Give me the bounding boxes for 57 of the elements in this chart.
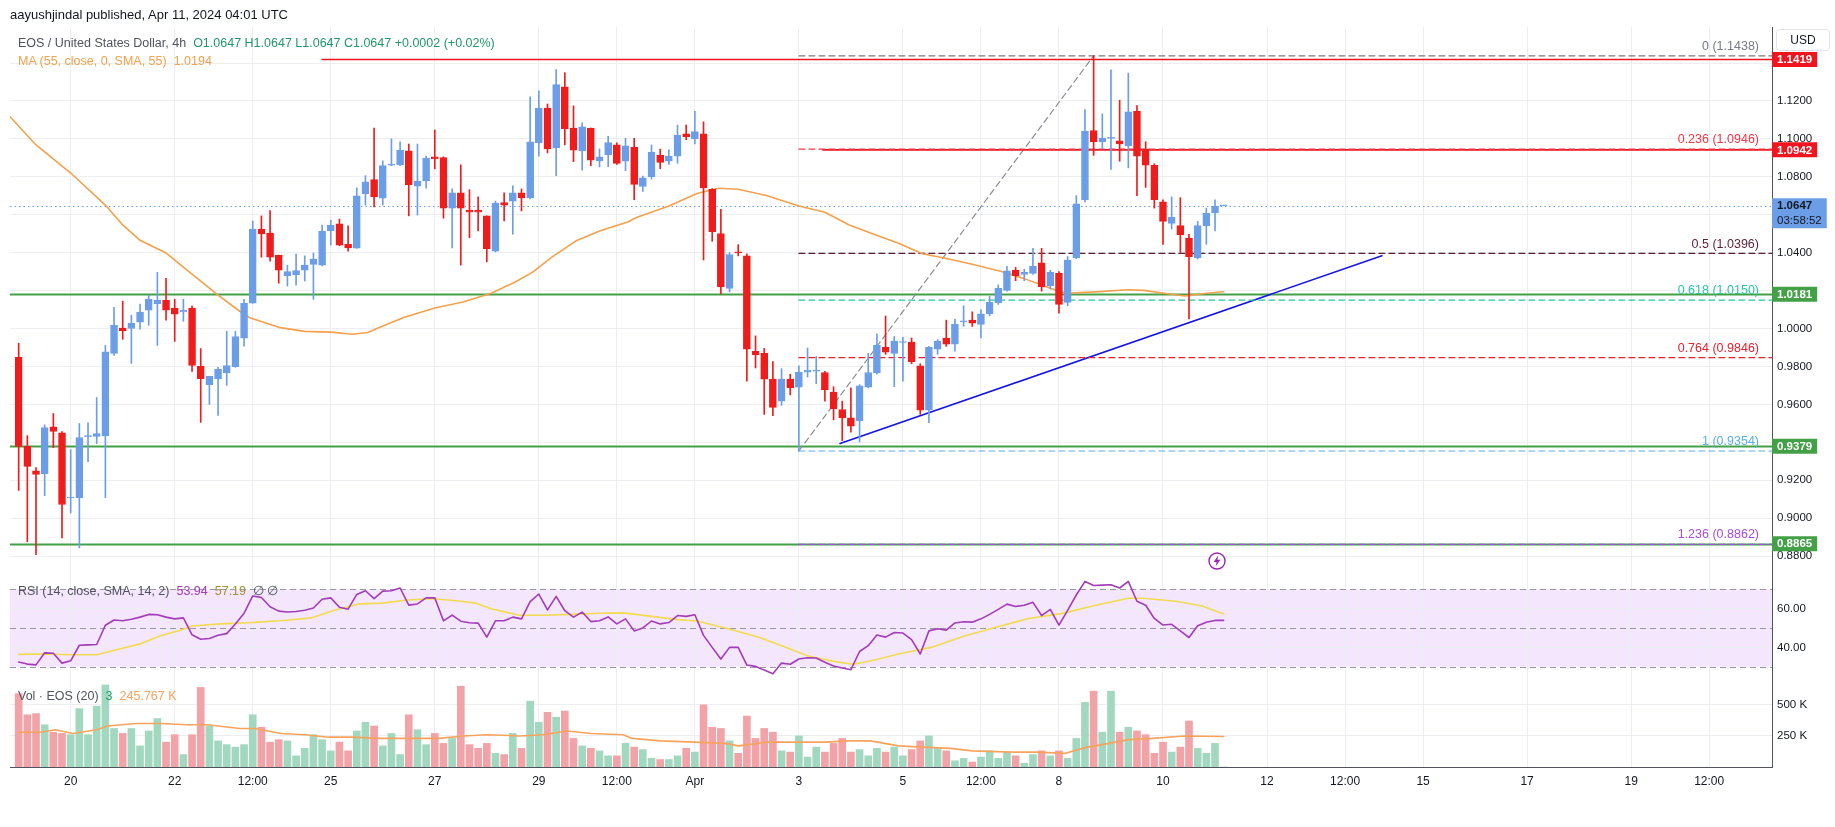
y-axis-title: USD — [1776, 29, 1830, 51]
data-label: 1.1419 — [1777, 53, 1813, 66]
annotation: 1 (0.9354) — [1702, 434, 1759, 449]
x-tick-label: 22 — [168, 773, 182, 788]
y-tick-label: 250 K — [1777, 729, 1808, 742]
ref-line-label: 1.0181 — [1777, 287, 1813, 300]
x-tick-label: 12:00 — [1330, 773, 1361, 788]
text: Vol · EOS (20) — [18, 689, 99, 703]
x-tick-label: 20 — [64, 773, 78, 788]
x-tick-label: 8 — [1055, 773, 1063, 788]
y-tick-label: 1.1200 — [1777, 94, 1813, 107]
x-tick-label: 12:00 — [237, 773, 269, 788]
x-tick-label: 3 — [795, 773, 803, 788]
x-tick-label: 10 — [1156, 773, 1170, 788]
y-tick-label: 0.9600 — [1777, 397, 1813, 410]
annotation: 3 — [105, 689, 113, 703]
y-tick-label: 500 K — [1777, 698, 1808, 711]
ref-line-label: 1.0647 03:58:52 — [1777, 199, 1822, 227]
text: aayushjindal published, Apr 11, 2024 04:01 UTC — [10, 7, 289, 23]
annotation: 1.236 (0.8862) — [1677, 527, 1759, 542]
y-tick-label: 1.0000 — [1777, 321, 1813, 334]
annotation: 1.0194 — [173, 54, 212, 68]
text: EOS / United States Dollar, 4h — [18, 36, 187, 50]
x-tick-label: 12 — [1260, 773, 1275, 788]
annotation: 0.5 (1.0396) — [1691, 236, 1759, 251]
y-tick-label: 0.8800 — [1777, 549, 1813, 562]
text: O1.0647 H1.0647 L1.0647 C1.0647 +0.0002 (+0.02%) — [193, 36, 495, 50]
ref-line-label: 0.9379 — [1777, 439, 1813, 452]
y-tick-label: 1.0800 — [1777, 169, 1813, 182]
annotation: 0.618 (1.0150) — [1677, 283, 1759, 298]
y-tick-label: 0.9800 — [1777, 359, 1813, 372]
annotation: 53.94 — [176, 584, 208, 598]
x-tick-label: 17 — [1520, 773, 1535, 788]
annotation: 0.764 (0.9846) — [1677, 340, 1759, 355]
x-tick-label: 27 — [428, 773, 442, 788]
y-tick-label: 1.1000 — [1777, 132, 1813, 145]
text: MA (55, close, 0, SMA, 55) — [18, 54, 167, 68]
ref-line-label: 0.8865 — [1777, 537, 1813, 550]
y-tick-label: 60.00 — [1777, 601, 1806, 614]
annotation: 0.236 (1.0946) — [1677, 132, 1759, 147]
data-label: 1.0942 — [1777, 143, 1813, 156]
annotation: 245.767 K — [119, 689, 177, 703]
y-tick-label: 0.9000 — [1777, 511, 1813, 524]
x-tick-label: 29 — [532, 773, 546, 788]
x-tick-label: Apr — [685, 773, 705, 788]
y-tick-label: 0.9200 — [1777, 473, 1813, 486]
x-tick-label: 5 — [899, 773, 907, 788]
x-tick-label: 19 — [1624, 773, 1639, 788]
annotation: 57.19 — [214, 584, 247, 598]
y-tick-label: 1.0400 — [1777, 245, 1813, 258]
x-tick-label: 12:00 — [1694, 773, 1725, 788]
y-tick-label: 40.00 — [1777, 640, 1806, 653]
annotation: 0 (1.1438) — [1702, 39, 1759, 54]
x-tick-label: 25 — [324, 773, 338, 788]
x-tick-label: 15 — [1416, 773, 1431, 788]
x-tick-label: 12:00 — [965, 773, 997, 788]
x-tick-label: 12:00 — [601, 773, 633, 788]
